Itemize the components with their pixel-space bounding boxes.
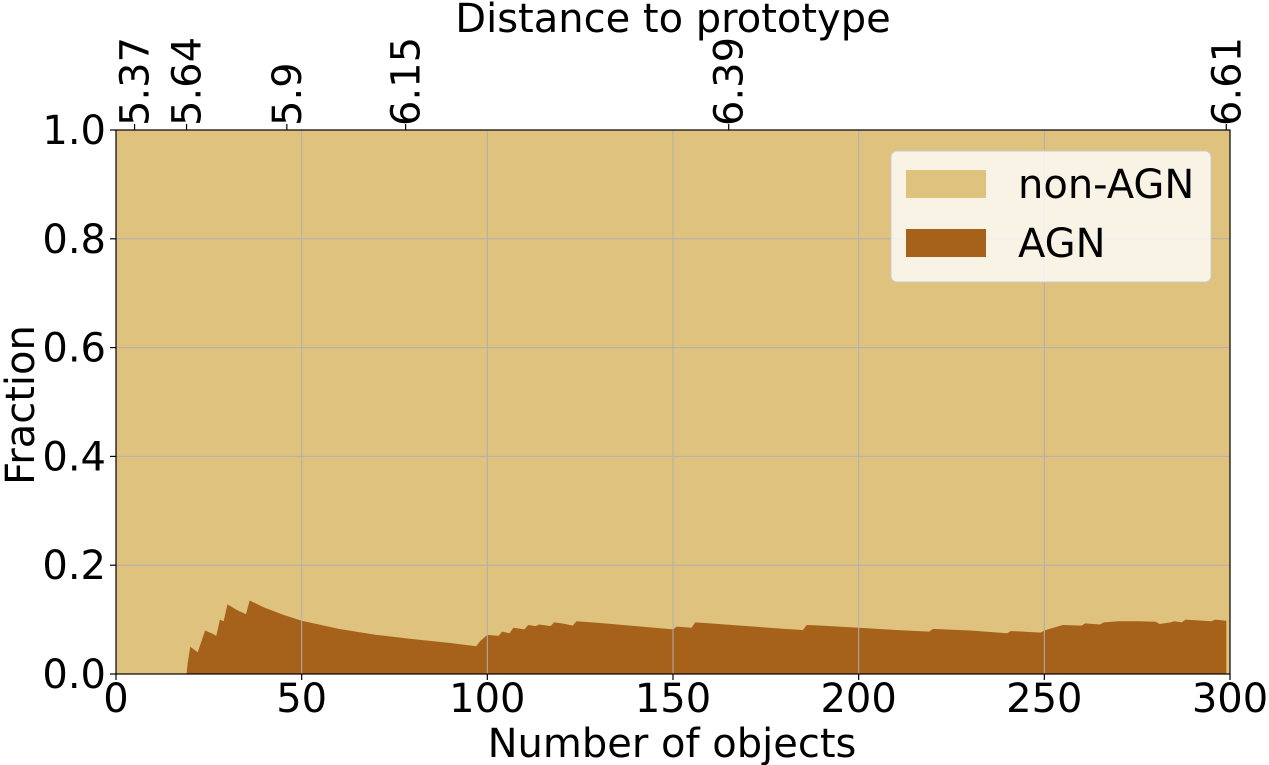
legend-label-agn: AGN xyxy=(1018,221,1106,267)
x-tick-label: 200 xyxy=(820,676,896,722)
y-tick-label: 0.4 xyxy=(42,434,106,480)
legend-swatch-non-agn xyxy=(906,170,986,198)
top-tick-label: 6.39 xyxy=(707,37,753,126)
legend-label-non-agn: non-AGN xyxy=(1018,162,1194,208)
x-tick-label: 300 xyxy=(1192,676,1268,722)
x-axis-label: Number of objects xyxy=(488,721,857,765)
y-tick-label: 0.6 xyxy=(42,326,106,372)
y-tick-label: 0.0 xyxy=(42,652,106,698)
y-axis-label: Fraction xyxy=(0,325,44,485)
legend: non-AGN AGN xyxy=(890,150,1212,283)
area-agn xyxy=(116,600,1227,674)
top-tick-label: 5.64 xyxy=(165,37,211,126)
x-tick-label: 50 xyxy=(276,676,327,722)
y-tick-label: 0.2 xyxy=(42,543,106,589)
x-tick-label: 150 xyxy=(635,676,711,722)
top-axis-ticks: 5.37 5.64 5.9 6.15 6.39 6.61 xyxy=(113,37,1250,130)
top-tick-label: 5.9 xyxy=(265,62,311,126)
x-tick-label: 100 xyxy=(449,676,525,722)
top-tick-label: 6.15 xyxy=(384,37,430,126)
x-axis-ticks: 0 50 100 150 200 250 300 xyxy=(103,674,1268,722)
x-tick-label: 0 xyxy=(103,676,128,722)
top-axis-label: Distance to prototype xyxy=(455,0,890,42)
y-tick-label: 1.0 xyxy=(42,108,106,154)
y-axis-ticks: 0.0 0.2 0.4 0.6 0.8 1.0 xyxy=(42,108,116,698)
top-tick-label: 5.37 xyxy=(113,37,159,126)
x-tick-label: 250 xyxy=(1006,676,1082,722)
y-tick-label: 0.8 xyxy=(42,217,106,263)
legend-swatch-agn xyxy=(906,229,986,257)
top-tick-label: 6.61 xyxy=(1204,37,1250,126)
